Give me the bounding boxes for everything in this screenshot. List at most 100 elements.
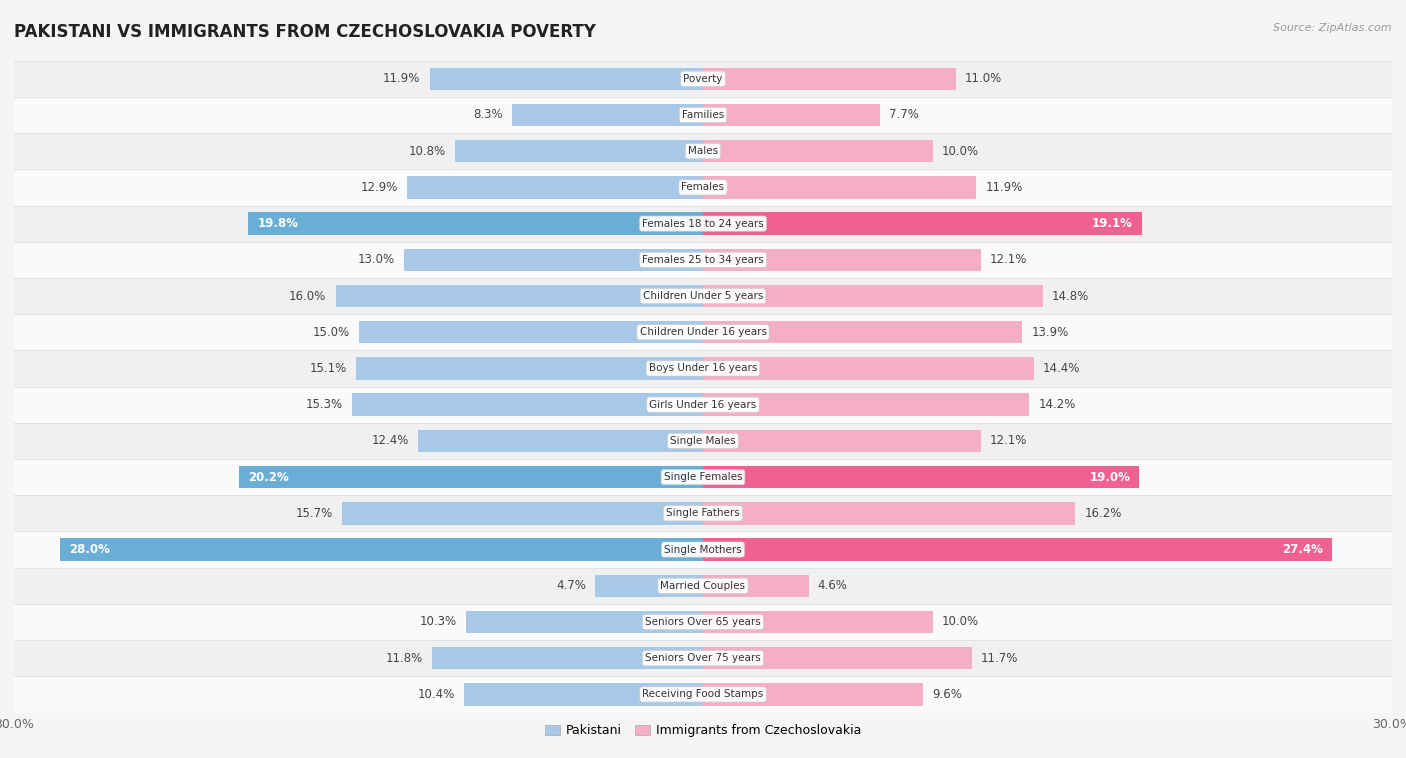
Text: Females 25 to 34 years: Females 25 to 34 years xyxy=(643,255,763,265)
Bar xyxy=(703,430,981,452)
Bar xyxy=(703,683,924,706)
Text: Males: Males xyxy=(688,146,718,156)
Text: Single Females: Single Females xyxy=(664,472,742,482)
Bar xyxy=(703,212,1142,235)
Bar xyxy=(703,647,972,669)
Bar xyxy=(14,242,1392,278)
Text: 11.8%: 11.8% xyxy=(385,652,423,665)
Text: 15.1%: 15.1% xyxy=(309,362,347,375)
Bar xyxy=(703,466,1139,488)
Text: Single Males: Single Males xyxy=(671,436,735,446)
Text: 7.7%: 7.7% xyxy=(889,108,920,121)
Text: 15.3%: 15.3% xyxy=(305,398,343,411)
Text: 20.2%: 20.2% xyxy=(249,471,290,484)
Bar xyxy=(14,387,1392,423)
Bar xyxy=(464,683,703,706)
Text: 16.2%: 16.2% xyxy=(1084,507,1122,520)
Text: 10.8%: 10.8% xyxy=(409,145,446,158)
Bar xyxy=(14,205,1392,242)
Bar xyxy=(14,169,1392,205)
Text: Single Mothers: Single Mothers xyxy=(664,544,742,555)
Bar xyxy=(595,575,703,597)
Bar xyxy=(14,133,1392,169)
Text: Females: Females xyxy=(682,183,724,193)
Text: 19.8%: 19.8% xyxy=(257,217,298,230)
Bar xyxy=(703,575,808,597)
Bar xyxy=(418,430,703,452)
Bar xyxy=(359,321,703,343)
Bar xyxy=(14,350,1392,387)
Text: 8.3%: 8.3% xyxy=(474,108,503,121)
Text: 4.6%: 4.6% xyxy=(818,579,848,592)
Text: Girls Under 16 years: Girls Under 16 years xyxy=(650,399,756,409)
Bar xyxy=(430,67,703,90)
Text: Children Under 16 years: Children Under 16 years xyxy=(640,327,766,337)
Text: 10.0%: 10.0% xyxy=(942,615,979,628)
Bar xyxy=(703,538,1333,561)
Text: 12.1%: 12.1% xyxy=(990,253,1028,266)
Text: Source: ZipAtlas.com: Source: ZipAtlas.com xyxy=(1274,23,1392,33)
Text: 10.4%: 10.4% xyxy=(418,688,456,701)
Text: Seniors Over 65 years: Seniors Over 65 years xyxy=(645,617,761,627)
Bar xyxy=(352,393,703,416)
Bar xyxy=(703,176,976,199)
Bar xyxy=(703,104,880,126)
Text: 19.0%: 19.0% xyxy=(1090,471,1130,484)
Text: 11.0%: 11.0% xyxy=(965,72,1002,85)
Bar xyxy=(14,423,1392,459)
Text: 19.1%: 19.1% xyxy=(1091,217,1132,230)
Bar xyxy=(14,97,1392,133)
Bar xyxy=(14,61,1392,97)
Text: 13.0%: 13.0% xyxy=(359,253,395,266)
Text: Single Fathers: Single Fathers xyxy=(666,509,740,518)
Text: 11.9%: 11.9% xyxy=(384,72,420,85)
Text: 12.4%: 12.4% xyxy=(371,434,409,447)
Bar xyxy=(406,176,703,199)
Text: 15.0%: 15.0% xyxy=(312,326,349,339)
Bar xyxy=(405,249,703,271)
Bar xyxy=(703,285,1043,307)
Bar xyxy=(239,466,703,488)
Bar xyxy=(14,568,1392,604)
Bar xyxy=(703,321,1022,343)
Bar xyxy=(336,285,703,307)
Text: Children Under 5 years: Children Under 5 years xyxy=(643,291,763,301)
Bar xyxy=(14,495,1392,531)
Text: 15.7%: 15.7% xyxy=(297,507,333,520)
Text: Females 18 to 24 years: Females 18 to 24 years xyxy=(643,218,763,229)
Text: 28.0%: 28.0% xyxy=(69,543,110,556)
Bar xyxy=(14,676,1392,713)
Text: 4.7%: 4.7% xyxy=(555,579,586,592)
Bar xyxy=(703,249,981,271)
Text: Poverty: Poverty xyxy=(683,74,723,83)
Text: Families: Families xyxy=(682,110,724,120)
Bar xyxy=(703,393,1029,416)
Text: 14.8%: 14.8% xyxy=(1052,290,1090,302)
Bar xyxy=(703,140,932,162)
Bar xyxy=(703,67,956,90)
Bar xyxy=(703,502,1076,525)
Bar xyxy=(14,531,1392,568)
Bar xyxy=(456,140,703,162)
Bar xyxy=(14,604,1392,640)
Text: 14.4%: 14.4% xyxy=(1043,362,1080,375)
Text: 9.6%: 9.6% xyxy=(932,688,963,701)
Text: Seniors Over 75 years: Seniors Over 75 years xyxy=(645,653,761,663)
Text: 12.1%: 12.1% xyxy=(990,434,1028,447)
Text: 10.3%: 10.3% xyxy=(420,615,457,628)
Text: Boys Under 16 years: Boys Under 16 years xyxy=(648,364,758,374)
Bar xyxy=(343,502,703,525)
Bar xyxy=(467,611,703,633)
Bar xyxy=(14,459,1392,495)
Text: PAKISTANI VS IMMIGRANTS FROM CZECHOSLOVAKIA POVERTY: PAKISTANI VS IMMIGRANTS FROM CZECHOSLOVA… xyxy=(14,23,596,41)
Bar xyxy=(703,611,932,633)
Bar xyxy=(356,357,703,380)
Text: 12.9%: 12.9% xyxy=(360,181,398,194)
Bar xyxy=(14,278,1392,314)
Text: Married Couples: Married Couples xyxy=(661,581,745,590)
Text: 13.9%: 13.9% xyxy=(1032,326,1069,339)
Legend: Pakistani, Immigrants from Czechoslovakia: Pakistani, Immigrants from Czechoslovaki… xyxy=(540,719,866,742)
Text: 10.0%: 10.0% xyxy=(942,145,979,158)
Text: 11.7%: 11.7% xyxy=(981,652,1018,665)
Bar xyxy=(14,314,1392,350)
